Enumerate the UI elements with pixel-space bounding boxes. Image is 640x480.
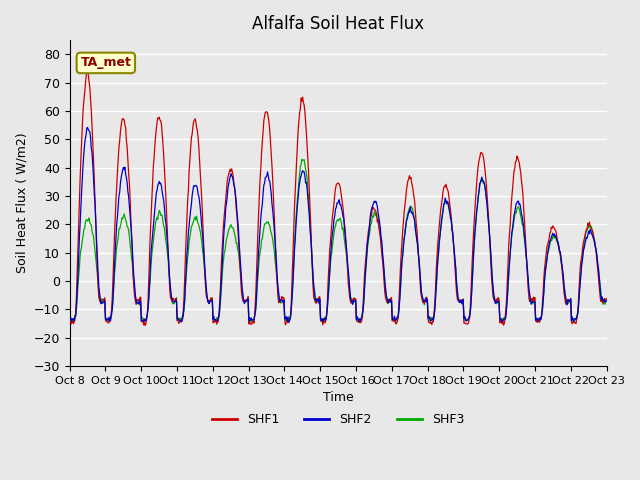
Legend: SHF1, SHF2, SHF3: SHF1, SHF2, SHF3 [207, 408, 469, 432]
Text: TA_met: TA_met [81, 57, 131, 70]
X-axis label: Time: Time [323, 391, 353, 404]
Y-axis label: Soil Heat Flux ( W/m2): Soil Heat Flux ( W/m2) [15, 132, 28, 273]
Title: Alfalfa Soil Heat Flux: Alfalfa Soil Heat Flux [252, 15, 424, 33]
